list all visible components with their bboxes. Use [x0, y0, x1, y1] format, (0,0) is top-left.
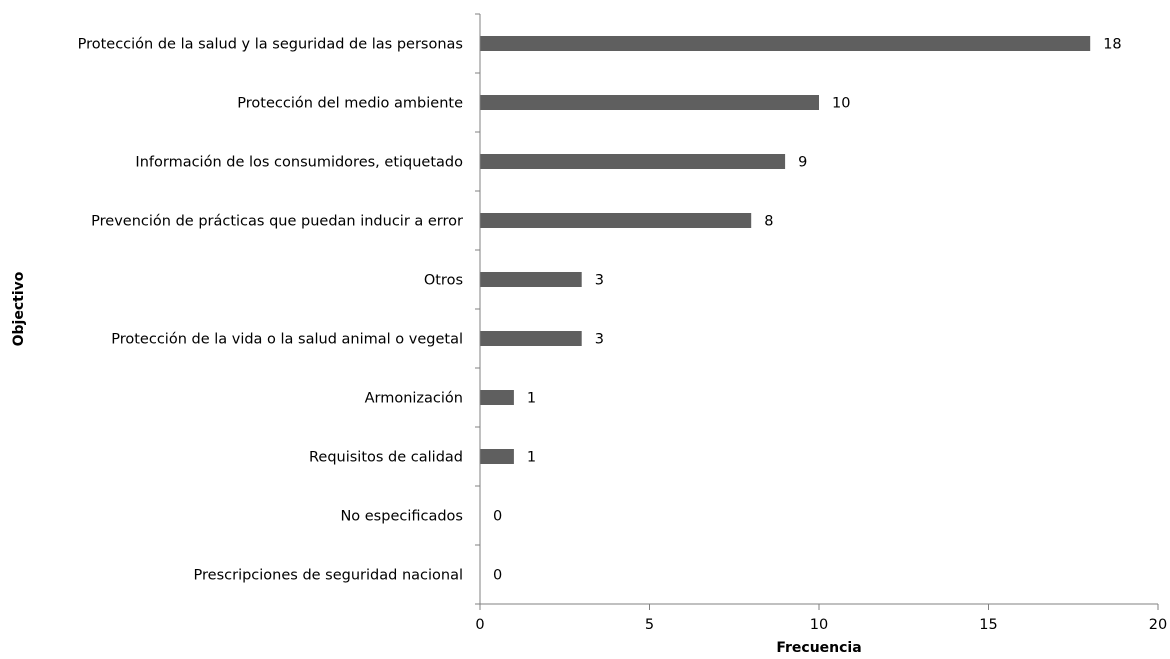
category-label: Prescripciones de seguridad nacional	[194, 568, 463, 584]
category-label: Otros	[424, 273, 463, 289]
data-label: 1	[527, 391, 536, 407]
category-label: Requisitos de calidad	[309, 450, 463, 466]
data-label: 3	[595, 273, 604, 289]
bar	[480, 154, 786, 169]
category-label: Armonización	[365, 391, 463, 407]
category-label: Prevención de prácticas que puedan induc…	[91, 214, 463, 230]
bar	[480, 213, 752, 228]
category-label: Información de los consumidores, etiquet…	[135, 155, 463, 171]
bar	[480, 95, 819, 110]
bar	[480, 36, 1091, 51]
data-label: 0	[493, 509, 502, 525]
bar	[480, 390, 514, 405]
category-label: Protección de la vida o la salud animal …	[111, 332, 463, 348]
x-tick-label: 5	[645, 617, 654, 633]
data-label: 18	[1103, 37, 1121, 53]
category-label: Protección del medio ambiente	[237, 96, 463, 112]
data-label: 3	[595, 332, 604, 348]
data-label: 8	[764, 214, 773, 230]
labels-layer: Protección de la salud y la seguridad de…	[78, 13, 1167, 633]
bars-layer	[480, 36, 1091, 464]
category-label: No especificados	[340, 509, 463, 525]
category-label: Protección de la salud y la seguridad de…	[78, 37, 463, 53]
x-axis-title: Frecuencia	[776, 640, 861, 656]
bar	[480, 331, 582, 346]
data-label: 1	[527, 450, 536, 466]
bar	[480, 272, 582, 287]
x-tick-label: 15	[979, 617, 997, 633]
bar	[480, 449, 514, 464]
y-axis-title: Objectivo	[11, 271, 27, 346]
data-label: 0	[493, 568, 502, 584]
x-tick-label: 20	[1149, 617, 1167, 633]
data-label: 9	[798, 155, 807, 171]
x-tick-label: 0	[475, 617, 484, 633]
x-tick-label: 10	[810, 617, 828, 633]
data-label: 10	[832, 96, 850, 112]
